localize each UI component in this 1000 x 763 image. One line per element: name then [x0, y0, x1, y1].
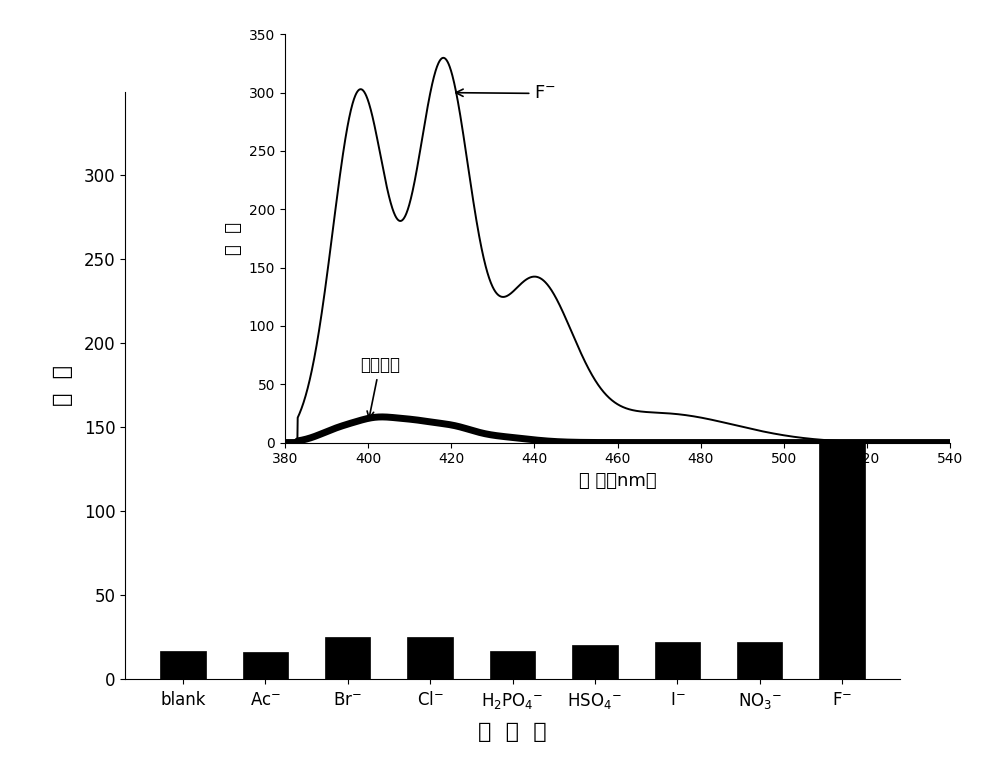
Y-axis label: 强  度: 强 度 — [53, 365, 73, 406]
Bar — [243, 652, 288, 679]
Bar — [572, 645, 618, 679]
Text: F$^{-}$: F$^{-}$ — [456, 85, 556, 102]
Bar — [160, 651, 206, 679]
Text: 其它离子: 其它离子 — [360, 356, 400, 418]
Bar — [325, 637, 370, 679]
Bar — [407, 637, 453, 679]
Y-axis label: 强  度: 强 度 — [225, 222, 243, 255]
Bar — [655, 642, 700, 679]
Bar — [737, 642, 782, 679]
Bar — [490, 651, 535, 679]
X-axis label: 波 长（nm）: 波 长（nm） — [579, 472, 656, 490]
X-axis label: 阴  离  子: 阴 离 子 — [478, 722, 547, 742]
Bar — [819, 134, 865, 679]
